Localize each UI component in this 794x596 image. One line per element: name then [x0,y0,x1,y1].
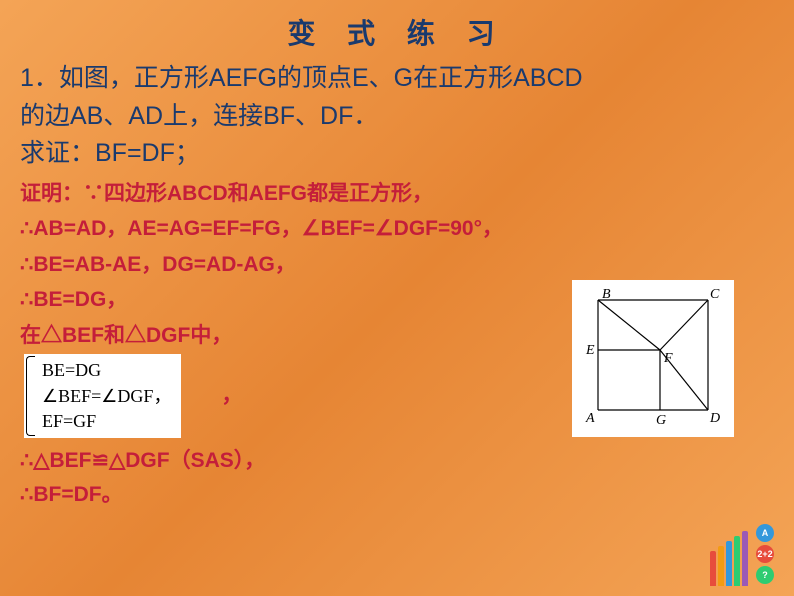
pencil-icon [718,546,724,586]
bracket-row-2: ∠BEF=∠DGF， [30,384,171,409]
svg-text:D: D [709,411,720,424]
figure-svg: B C E F A G D [580,288,726,424]
page-title: 变 式 练 习 [0,0,794,52]
svg-text:G: G [656,413,666,424]
decoration-icons: A 2+2? [710,524,774,586]
svg-text:A: A [585,411,595,424]
proof-line-1: 证明：∵四边形ABCD和AEFG都是正方形， [20,177,774,211]
problem-line-1: 1．如图，正方形AEFG的顶点E、G在正方形ABCD [20,60,774,98]
svg-text:C: C [710,288,720,302]
doodle-icon: ? [756,566,774,584]
pencil-icon [734,536,740,586]
conclusion-section: ∴△BEF≌△DGF（SAS）， ∴BF=DF。 [0,438,794,511]
bracket-comma: ， [221,379,242,413]
svg-text:F: F [663,351,673,366]
svg-text:E: E [585,343,595,358]
pencil-icon [726,541,732,586]
bracket-row-3: EF=GF [30,409,171,434]
geometry-figure: B C E F A G D [572,280,734,437]
doodle-icon: A [756,524,774,542]
conclusion-line-1: ∴△BEF≌△DGF（SAS）， [20,444,774,478]
doodle-icon: 2+2 [756,545,774,563]
proof-line-3: ∴BE=AB‐AE，DG=AD‐AG， [20,248,774,282]
equation-bracket: BE=DG ∠BEF=∠DGF， EF=GF [24,354,181,438]
title-text: 变 式 练 习 [287,18,506,49]
problem-line-2: 的边AB、AD上，连接BF、DF． [20,98,774,136]
svg-text:B: B [602,288,611,302]
pencil-icon [742,531,748,586]
bracket-row-1: BE=DG [30,358,171,383]
proof-line-2: ∴AB=AD，AE=AG=EF=FG，∠BEF=∠DGF=90°， [20,212,774,246]
problem-line-3: 求证：BF=DF； [20,135,774,173]
problem-statement: 1．如图，正方形AEFG的顶点E、G在正方形ABCD 的边AB、AD上，连接BF… [0,52,794,173]
pencil-icon [710,551,716,586]
conclusion-line-2: ∴BF=DF。 [20,478,774,512]
